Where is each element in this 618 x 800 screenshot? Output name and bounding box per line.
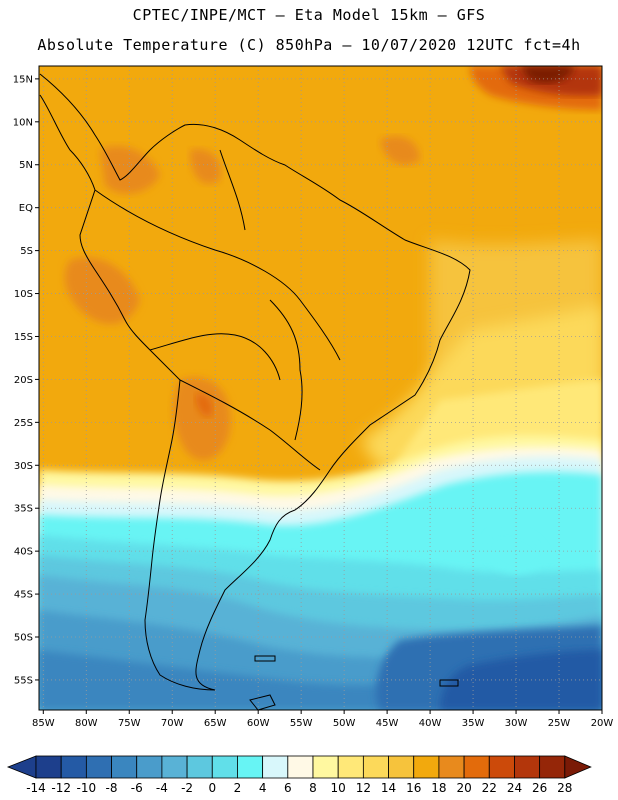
colorbar-tick-label: 24 bbox=[507, 781, 522, 795]
colorbar-swatch bbox=[237, 755, 264, 779]
colorbar-swatch bbox=[85, 755, 112, 779]
lat-label: 5N bbox=[19, 160, 33, 171]
colorbar-swatch bbox=[463, 755, 490, 779]
lat-label: 50S bbox=[14, 633, 33, 644]
colorbar-labels: -14 -12 -10 -8 -6 -4 -2 0 2 4 6 8 10 12 14 16 18 20 22 24 26… bbox=[26, 781, 572, 795]
colorbar-swatch bbox=[60, 755, 87, 779]
lon-label: 60W bbox=[247, 718, 270, 729]
colorbar-tick-label: -14 bbox=[26, 781, 46, 795]
colorbar-tick-label: 14 bbox=[381, 781, 396, 795]
colorbar-tick-label: 12 bbox=[356, 781, 371, 795]
colorbar-tick-label: 2 bbox=[234, 781, 242, 795]
colorbar-tick-label: 28 bbox=[557, 781, 572, 795]
lat-label: 15N bbox=[13, 74, 33, 85]
colorbar-swatch bbox=[161, 755, 188, 779]
lon-label: 30W bbox=[505, 718, 528, 729]
colorbar-swatch bbox=[337, 755, 364, 779]
lat-label: EQ bbox=[19, 203, 33, 214]
colorbar-swatch bbox=[312, 755, 339, 779]
lon-label: 65W bbox=[204, 718, 227, 729]
colorbar-tick-label: -12 bbox=[51, 781, 71, 795]
colorbar-swatch bbox=[413, 755, 440, 779]
colorbar-tick-label: -4 bbox=[156, 781, 168, 795]
colorbar-tick-label: 20 bbox=[456, 781, 471, 795]
lat-label: 15S bbox=[14, 332, 33, 343]
lon-label: 45W bbox=[376, 718, 399, 729]
colorbar-swatch bbox=[136, 755, 163, 779]
colorbar-swatch bbox=[35, 755, 62, 779]
lat-label: 10N bbox=[13, 117, 33, 128]
colorbar-swatch bbox=[287, 755, 314, 779]
colorbar-swatch bbox=[186, 755, 213, 779]
coastline bbox=[39, 73, 471, 711]
lon-label: 80W bbox=[75, 718, 98, 729]
lon-label: 20W bbox=[591, 718, 614, 729]
colorbar-tick-label: -2 bbox=[181, 781, 193, 795]
lat-label: 40S bbox=[14, 547, 33, 558]
lon-label: 70W bbox=[161, 718, 184, 729]
colorbar-swatch bbox=[262, 755, 289, 779]
colorbar-swatch bbox=[362, 755, 389, 779]
colorbar-tick-label: 6 bbox=[284, 781, 292, 795]
colorbar-tick-label: 16 bbox=[406, 781, 421, 795]
colorbar-tick-label: -10 bbox=[77, 781, 97, 795]
lat-label: 30S bbox=[14, 461, 33, 472]
colorbar-swatch bbox=[488, 755, 515, 779]
colorbar-tick-label: 26 bbox=[532, 781, 547, 795]
lat-label: 10S bbox=[14, 289, 33, 300]
map-frame bbox=[38, 65, 603, 711]
lat-label: 20S bbox=[14, 375, 33, 386]
lon-label: 85W bbox=[32, 718, 55, 729]
colorbar bbox=[6, 755, 592, 779]
temperature-field bbox=[39, 66, 602, 710]
longitude-labels: 85W 80W 75W 70W 65W 60W 55W 50W 45W 40W 35W 30W 25W 2… bbox=[32, 710, 613, 729]
lat-label: 55S bbox=[14, 675, 33, 686]
colorbar-tick-label: 18 bbox=[431, 781, 446, 795]
lon-label: 50W bbox=[333, 718, 356, 729]
lon-label: 40W bbox=[419, 718, 442, 729]
colorbar-swatch bbox=[111, 755, 138, 779]
colorbar-tick-label: 10 bbox=[331, 781, 346, 795]
colorbar-tick-label: 8 bbox=[309, 781, 317, 795]
colorbar-swatch bbox=[211, 755, 238, 779]
lat-label: 35S bbox=[14, 504, 33, 515]
colorbar-swatch bbox=[388, 755, 415, 779]
lon-label: 75W bbox=[118, 718, 141, 729]
lon-label: 35W bbox=[462, 718, 485, 729]
colorbar-tick-label: -8 bbox=[106, 781, 118, 795]
colorbar-swatch bbox=[514, 755, 541, 779]
latitude-labels: 15N 10N 5N EQ 5S 10S 15S 20S 25S 30S 35S 40S 45S 50S 5… bbox=[13, 74, 39, 686]
colorbar-swatch bbox=[438, 755, 465, 779]
colorbar-arrow-low bbox=[6, 755, 37, 779]
lat-label: 45S bbox=[14, 590, 33, 601]
title-line-1: CPTEC/INPE/MCT – Eta Model 15km – GFS bbox=[132, 6, 486, 24]
lat-label: 25S bbox=[14, 418, 33, 429]
colorbar-tick-label: -6 bbox=[131, 781, 143, 795]
title-line-2: Absolute Temperature (C) 850hPa – 10/07/… bbox=[37, 36, 581, 54]
colorbar-tick-label: 22 bbox=[482, 781, 497, 795]
lon-label: 55W bbox=[290, 718, 313, 729]
lon-label: 25W bbox=[548, 718, 571, 729]
colorbar-tick-label: 4 bbox=[259, 781, 267, 795]
colorbar-swatch bbox=[539, 755, 566, 779]
colorbar-arrow-high bbox=[564, 755, 592, 779]
lat-label: 5S bbox=[20, 246, 33, 257]
colorbar-tick-label: 0 bbox=[208, 781, 216, 795]
